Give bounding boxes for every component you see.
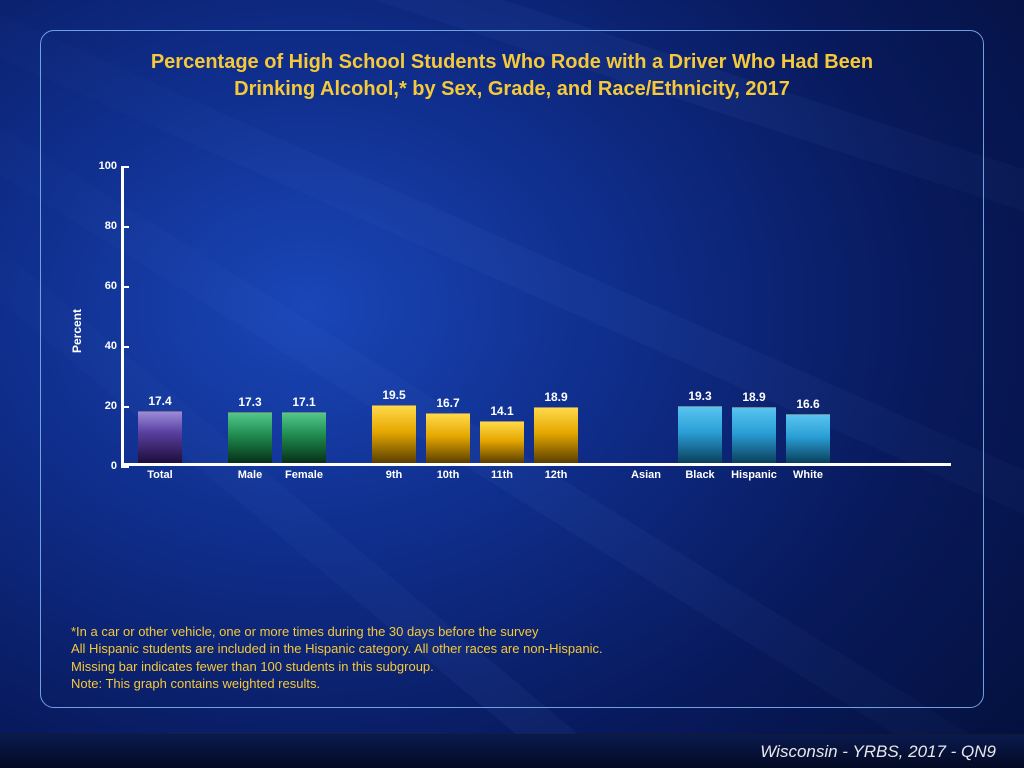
source-text: Wisconsin - YRBS, 2017 - QN9 bbox=[760, 742, 996, 762]
source-bar: Wisconsin - YRBS, 2017 - QN9 bbox=[0, 734, 1024, 768]
bar-value: 19.3 bbox=[688, 389, 711, 403]
bar-12th: 18.912th bbox=[534, 407, 578, 463]
footnote-line: Note: This graph contains weighted resul… bbox=[71, 675, 953, 693]
y-tick-label: 80 bbox=[93, 220, 117, 232]
bar-value: 17.1 bbox=[292, 395, 315, 409]
bar-category-label: 9th bbox=[386, 469, 403, 481]
bar-black: 19.3Black bbox=[678, 406, 722, 463]
slide-frame: Percentage of High School Students Who R… bbox=[40, 30, 984, 708]
y-tick bbox=[121, 466, 129, 468]
footnote-line: Missing bar indicates fewer than 100 stu… bbox=[71, 658, 953, 676]
y-axis-label: Percent bbox=[70, 309, 84, 353]
bar-category-label: Total bbox=[147, 469, 172, 481]
chart-title: Percentage of High School Students Who R… bbox=[132, 49, 892, 103]
plot-area: 17.4Total 17.3Male17.1Female 19.59th16.710… bbox=[124, 166, 951, 463]
x-axis bbox=[121, 463, 951, 466]
y-tick bbox=[121, 406, 129, 408]
y-tick-label: 0 bbox=[93, 460, 117, 472]
bar-value: 17.4 bbox=[148, 394, 171, 408]
bar-value: 16.6 bbox=[796, 397, 819, 411]
y-tick bbox=[121, 226, 129, 228]
bar-white: 16.6White bbox=[786, 414, 830, 463]
bar-category-label: 11th bbox=[491, 469, 513, 481]
bar-total: 17.4Total bbox=[138, 411, 182, 463]
bar-male: 17.3Male bbox=[228, 412, 272, 463]
bar-category-label: Hispanic bbox=[731, 469, 777, 481]
bar-category-label: Female bbox=[285, 469, 323, 481]
y-tick-label: 60 bbox=[93, 280, 117, 292]
bar-9th: 19.59th bbox=[372, 405, 416, 463]
y-tick-label: 20 bbox=[93, 400, 117, 412]
bar-value: 14.1 bbox=[490, 404, 513, 418]
y-tick bbox=[121, 286, 129, 288]
bar-category-label: White bbox=[793, 469, 823, 481]
bar-category-label: 12th bbox=[545, 469, 568, 481]
y-tick bbox=[121, 346, 129, 348]
bar-value: 17.3 bbox=[238, 395, 261, 409]
footnotes: *In a car or other vehicle, one or more … bbox=[71, 623, 953, 693]
bar-value: 16.7 bbox=[436, 396, 459, 410]
bar-category-label: Black bbox=[685, 469, 714, 481]
y-tick-label: 40 bbox=[93, 340, 117, 352]
bar-hispanic: 18.9Hispanic bbox=[732, 407, 776, 463]
bar-female: 17.1Female bbox=[282, 412, 326, 463]
bar-value: 18.9 bbox=[544, 390, 567, 404]
bar-value: 18.9 bbox=[742, 390, 765, 404]
y-tick bbox=[121, 166, 129, 168]
bar-value: 19.5 bbox=[382, 388, 405, 402]
footnote-line: *In a car or other vehicle, one or more … bbox=[71, 623, 953, 641]
bar-category-label: Male bbox=[238, 469, 262, 481]
bar-category-label: Asian bbox=[631, 469, 661, 481]
bar-11th: 14.111th bbox=[480, 421, 524, 463]
bar-category-label: 10th bbox=[437, 469, 460, 481]
bar-chart: Percent 17.4Total17.3Male17.1Female19.59… bbox=[101, 166, 951, 496]
footnote-line: All Hispanic students are included in th… bbox=[71, 640, 953, 658]
bar-10th: 16.710th bbox=[426, 413, 470, 463]
y-tick-label: 100 bbox=[93, 160, 117, 172]
